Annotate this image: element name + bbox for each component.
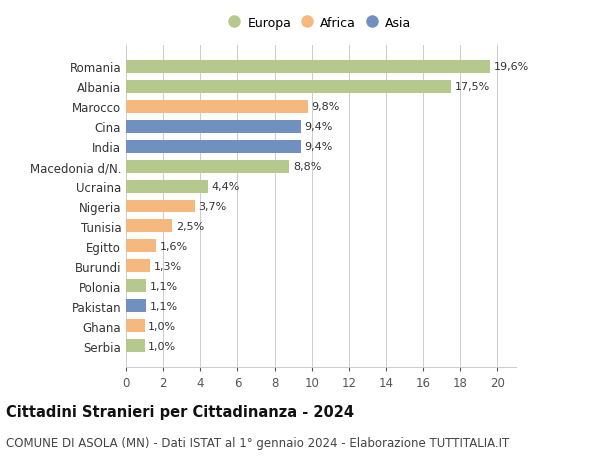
Text: COMUNE DI ASOLA (MN) - Dati ISTAT al 1° gennaio 2024 - Elaborazione TUTTITALIA.I: COMUNE DI ASOLA (MN) - Dati ISTAT al 1° …	[6, 436, 509, 449]
Text: 1,1%: 1,1%	[150, 301, 178, 311]
Text: 19,6%: 19,6%	[494, 62, 529, 72]
Text: 17,5%: 17,5%	[455, 82, 490, 92]
Bar	[126, 160, 289, 173]
Bar	[126, 280, 146, 293]
Text: 9,4%: 9,4%	[304, 142, 332, 152]
Text: 9,8%: 9,8%	[312, 102, 340, 112]
Bar	[126, 101, 308, 113]
Bar	[126, 240, 156, 253]
Bar	[126, 260, 150, 273]
Text: 1,6%: 1,6%	[160, 241, 188, 252]
Bar	[126, 200, 195, 213]
Bar	[126, 300, 146, 313]
Bar	[126, 140, 301, 153]
Text: 1,1%: 1,1%	[150, 281, 178, 291]
Text: 4,4%: 4,4%	[211, 182, 240, 191]
Bar	[126, 61, 490, 73]
Text: 2,5%: 2,5%	[176, 222, 205, 231]
Bar	[126, 80, 451, 93]
Text: Cittadini Stranieri per Cittadinanza - 2024: Cittadini Stranieri per Cittadinanza - 2…	[6, 404, 354, 419]
Bar	[126, 340, 145, 353]
Bar	[126, 320, 145, 333]
Bar	[126, 220, 172, 233]
Text: 8,8%: 8,8%	[293, 162, 322, 172]
Text: 9,4%: 9,4%	[304, 122, 332, 132]
Bar	[126, 120, 301, 133]
Legend: Europa, Africa, Asia: Europa, Africa, Asia	[227, 14, 415, 34]
Text: 1,3%: 1,3%	[154, 261, 182, 271]
Bar	[126, 180, 208, 193]
Text: 1,0%: 1,0%	[148, 321, 176, 331]
Text: 3,7%: 3,7%	[199, 202, 227, 212]
Text: 1,0%: 1,0%	[148, 341, 176, 351]
